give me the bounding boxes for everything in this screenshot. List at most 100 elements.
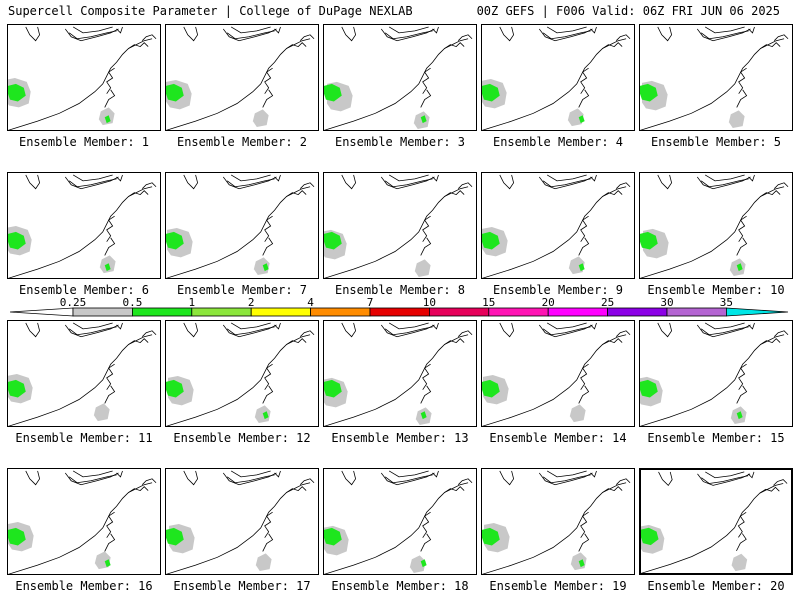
coastline	[384, 474, 433, 484]
ensemble-map-panel[interactable]	[323, 468, 477, 575]
coastline	[68, 30, 117, 40]
coastline	[183, 322, 199, 338]
coastline	[262, 237, 274, 256]
ensemble-map-panel[interactable]	[481, 172, 635, 279]
ensemble-map-panel[interactable]	[7, 172, 161, 279]
coastline	[388, 470, 429, 478]
ensemble-member-label: Ensemble Member: 11	[15, 431, 153, 445]
colorbar-segment	[666, 307, 727, 317]
coastline	[274, 470, 281, 478]
scp-small-contour	[104, 559, 111, 568]
scp-low-contour	[93, 403, 110, 422]
coastline	[580, 215, 589, 242]
coastline	[700, 30, 749, 40]
coastline	[760, 190, 781, 197]
coastline	[72, 174, 113, 182]
coastline	[64, 472, 119, 486]
coastline	[546, 470, 587, 478]
ensemble-map-panel[interactable]	[7, 24, 161, 131]
coastline	[444, 42, 465, 49]
coastline	[106, 511, 115, 538]
coastline	[546, 174, 587, 182]
scp-highlight-contour	[482, 231, 500, 250]
coastline	[615, 478, 631, 485]
coastline	[262, 533, 274, 552]
coastline	[141, 330, 157, 337]
coastline	[759, 486, 780, 494]
coastline	[68, 326, 117, 336]
ensemble-map-panel[interactable]	[481, 468, 635, 575]
coastline	[64, 28, 119, 42]
ensemble-map-panel[interactable]	[7, 320, 161, 427]
coastline	[141, 478, 157, 485]
coastline	[104, 385, 116, 404]
ensemble-member-label: Ensemble Member: 1	[18, 135, 150, 149]
colorbar-tick-label: 7	[366, 296, 374, 309]
ensemble-map-panel[interactable]	[639, 172, 793, 279]
coastline	[380, 472, 435, 486]
coastline	[68, 474, 117, 484]
coastline	[299, 478, 315, 485]
coastline	[222, 472, 277, 486]
scp-highlight-contour	[482, 527, 500, 546]
scp-low-contour	[253, 257, 270, 276]
coastline	[274, 26, 281, 34]
coastline	[657, 322, 673, 338]
scp-highlight-contour	[166, 83, 184, 102]
ensemble-map-panel[interactable]	[165, 24, 319, 131]
coastline	[700, 326, 749, 336]
coastline	[542, 326, 591, 336]
ensemble-map-panel[interactable]	[481, 24, 635, 131]
coastline	[230, 470, 271, 478]
coastline	[64, 176, 119, 190]
coastline	[116, 470, 123, 478]
coastline	[226, 30, 275, 40]
ensemble-map-panel[interactable]	[639, 468, 793, 575]
coastline	[286, 338, 307, 345]
ensemble-map-panel[interactable]	[165, 320, 319, 427]
coastline	[546, 322, 587, 330]
coastline	[324, 334, 469, 426]
ensemble-map-panel[interactable]	[165, 468, 319, 575]
coastline	[738, 363, 747, 390]
ensemble-member-label: Ensemble Member: 9	[492, 283, 624, 297]
ensemble-map-panel[interactable]	[7, 468, 161, 575]
ensemble-map-panel[interactable]	[323, 172, 477, 279]
ensemble-map-panel[interactable]	[165, 172, 319, 279]
coastline	[542, 474, 591, 484]
scp-highlight-contour	[8, 83, 26, 102]
ensemble-map-panel[interactable]	[639, 24, 793, 131]
coastline	[264, 67, 273, 94]
coastline	[546, 26, 587, 34]
colorbar-segment	[607, 307, 668, 317]
scp-highlight-contour	[640, 83, 658, 102]
coastline	[578, 385, 590, 404]
coastline	[444, 486, 465, 493]
ensemble-map-panel[interactable]	[323, 24, 477, 131]
coastline	[482, 38, 627, 130]
coastline	[380, 176, 435, 190]
coastline	[538, 28, 593, 42]
coastline	[590, 174, 597, 182]
ensemble-map-panel[interactable]	[639, 320, 793, 427]
colorbar-tick-label: 15	[482, 296, 496, 309]
coastline	[64, 324, 119, 338]
coastline	[183, 174, 199, 190]
scp-highlight-contour	[324, 379, 342, 398]
coastline	[420, 89, 432, 108]
coastline	[226, 178, 275, 188]
coastline	[499, 26, 515, 42]
colorbar-tick-label: 1	[188, 296, 196, 309]
coastline	[696, 176, 751, 190]
coastline	[422, 363, 431, 390]
coastline	[106, 363, 115, 390]
ensemble-map-panel[interactable]	[323, 320, 477, 427]
scp-highlight-contour	[324, 231, 342, 250]
coastline	[264, 215, 273, 242]
coastline	[697, 473, 751, 486]
colorbar-segment	[726, 307, 789, 317]
ensemble-member-label: Ensemble Member: 19	[489, 579, 627, 593]
scp-small-contour	[736, 263, 743, 272]
coastline	[380, 324, 435, 338]
ensemble-map-panel[interactable]	[481, 320, 635, 427]
